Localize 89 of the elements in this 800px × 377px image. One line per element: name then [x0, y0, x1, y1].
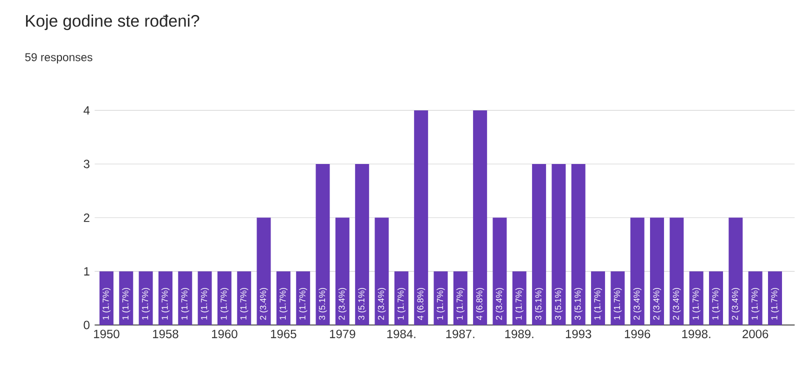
bar	[414, 110, 428, 325]
data-label: 1 (1.7%)	[770, 288, 780, 320]
bar	[453, 271, 468, 325]
bar	[748, 271, 762, 325]
data-label: 1 (1.7%)	[751, 288, 760, 320]
data-label: 2 (3.4%)	[633, 288, 642, 320]
x-tick-label: 1989.	[505, 330, 534, 338]
bar	[591, 271, 606, 325]
x-tick-label: 1996	[624, 330, 650, 338]
bar	[492, 218, 507, 325]
y-tick-label: 0	[84, 320, 90, 330]
data-label: 3 (5.1%)	[535, 288, 544, 320]
bar	[512, 271, 526, 325]
bar	[296, 271, 310, 325]
data-label: 1 (1.7%)	[515, 288, 524, 320]
data-label: 1 (1.7%)	[200, 288, 209, 320]
bar	[571, 164, 586, 325]
data-label: 1 (1.7%)	[142, 288, 150, 320]
x-tick-label: 1965	[271, 330, 296, 338]
data-label: 2 (3.4%)	[672, 288, 681, 320]
y-tick-label: 3	[84, 160, 90, 168]
data-label: 2 (3.4%)	[378, 288, 386, 320]
data-label: 1 (1.7%)	[299, 288, 308, 320]
bar	[374, 218, 389, 325]
data-label: 1 (1.7%)	[436, 288, 445, 320]
data-label: 2 (3.4%)	[260, 288, 268, 320]
x-tick-label: 1987.	[446, 330, 474, 338]
bar	[355, 164, 370, 325]
data-label: 1 (1.7%)	[712, 288, 720, 320]
bar	[630, 218, 644, 325]
bar	[728, 218, 743, 325]
data-label: 1 (1.7%)	[161, 288, 170, 320]
chart-subtitle: 59 responses	[25, 53, 92, 64]
data-label: 1 (1.7%)	[397, 288, 406, 320]
data-label: 1 (1.7%)	[102, 288, 111, 320]
bar	[237, 271, 252, 325]
data-label: 4 (6.8%)	[476, 288, 484, 320]
x-tick-label: 1960	[212, 330, 238, 338]
bar	[670, 218, 684, 325]
data-label: 1 (1.7%)	[614, 288, 622, 320]
data-label: 1 (1.7%)	[240, 288, 248, 320]
bar	[256, 218, 271, 325]
data-label: 2 (3.4%)	[338, 288, 346, 320]
data-label: 4 (6.8%)	[417, 288, 426, 320]
data-label: 1 (1.7%)	[220, 288, 228, 320]
x-tick-label: 1950	[94, 330, 120, 338]
bar	[99, 271, 114, 325]
bar	[198, 271, 212, 325]
data-label: 2 (3.4%)	[732, 288, 740, 320]
x-tick-label: 1984.	[387, 330, 416, 338]
data-label: 2 (3.4%)	[496, 288, 504, 320]
data-label: 1 (1.7%)	[456, 288, 464, 320]
bar	[276, 271, 290, 325]
bar	[394, 271, 408, 325]
data-label: 1 (1.7%)	[181, 288, 190, 320]
bar	[709, 271, 724, 325]
data-label: 1 (1.7%)	[692, 288, 700, 320]
chart-title: Koje godine ste rođeni?	[26, 14, 200, 30]
bar	[610, 271, 625, 325]
x-tick-label: 1993	[566, 330, 592, 338]
bar	[138, 271, 153, 325]
data-label: 1 (1.7%)	[594, 288, 602, 320]
data-label: 2 (3.4%)	[652, 288, 662, 320]
bar	[650, 218, 664, 325]
data-label: 3 (5.1%)	[358, 288, 366, 320]
x-tick-label: 2006	[742, 330, 768, 338]
data-label: 3 (5.1%)	[318, 288, 327, 320]
bar	[434, 271, 448, 325]
bar	[119, 271, 134, 325]
bar	[335, 218, 350, 325]
bar	[473, 110, 488, 325]
bar	[689, 271, 704, 325]
bar	[178, 271, 192, 325]
data-label: 3 (5.1%)	[574, 288, 582, 320]
bar	[768, 271, 782, 325]
y-tick-label: 4	[84, 106, 90, 114]
x-tick-label: 1979	[330, 330, 356, 338]
bar	[552, 164, 566, 325]
x-tick-label: 1958	[153, 330, 178, 338]
data-label: 1 (1.7%)	[279, 288, 288, 320]
x-tick-label: 1998.	[682, 330, 710, 338]
bar	[532, 164, 546, 325]
bar	[158, 271, 172, 325]
data-label: 3 (5.1%)	[554, 288, 563, 320]
bar	[217, 271, 232, 325]
y-tick-label: 2	[84, 213, 90, 222]
data-label: 1 (1.7%)	[122, 288, 130, 320]
bar	[316, 164, 330, 325]
y-tick-label: 1	[84, 267, 90, 276]
